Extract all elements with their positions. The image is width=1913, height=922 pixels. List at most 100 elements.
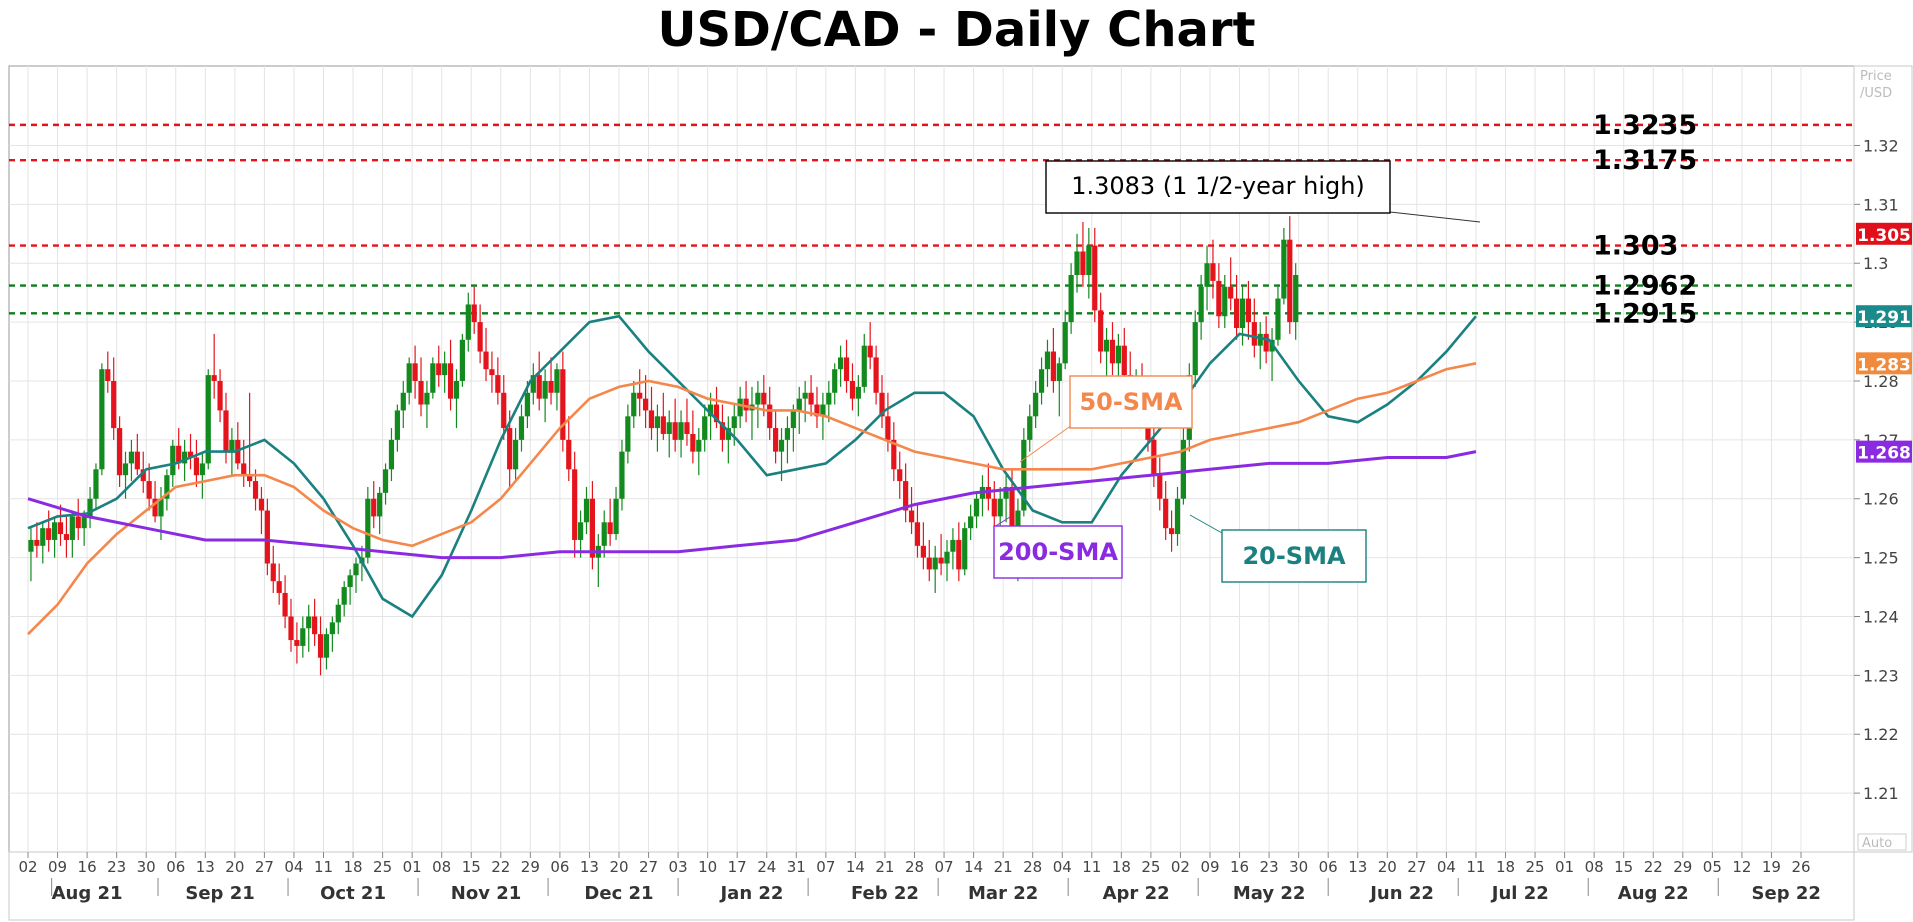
x-week-label: 21 (875, 858, 894, 876)
candle-body (1157, 475, 1163, 499)
x-week-label: 13 (580, 858, 599, 876)
candle-body (719, 422, 726, 440)
sma20-pointer (1189, 514, 1223, 534)
date-axis: 02 09 16 23 30 06 13 20 27 04 11 18 25 01 08 15 22 29 06 13… (18, 852, 1821, 904)
candle-body (601, 522, 607, 546)
candle-body (140, 469, 146, 482)
candle-body (459, 339, 465, 381)
candle-body (99, 369, 105, 470)
candle-body (371, 498, 377, 517)
candle-body (755, 392, 761, 405)
candle-body (193, 457, 200, 476)
candle-body (648, 410, 655, 429)
candle-body (802, 392, 808, 399)
x-week-label: 02 (1171, 858, 1190, 876)
candle-body (483, 351, 489, 370)
x-month-label: Nov 21 (451, 883, 521, 904)
candle-body (507, 428, 513, 470)
candle-body (838, 357, 844, 370)
candle-body (199, 463, 205, 476)
x-week-label: 06 (550, 858, 569, 876)
x-week-label: 15 (462, 858, 481, 876)
candle-body (637, 392, 643, 399)
x-week-label: 24 (757, 858, 776, 876)
high-annotation-box (1045, 160, 1391, 214)
candle-body (908, 510, 915, 523)
candle-body (294, 640, 300, 646)
candle-body (51, 522, 58, 540)
x-month-label: May 22 (1233, 883, 1306, 904)
candle-body (329, 622, 335, 635)
x-week-label: 09 (48, 858, 67, 876)
candle-body (1216, 280, 1222, 317)
candle-body (264, 510, 270, 564)
candle-body (808, 392, 814, 405)
sma50-pointer (1019, 424, 1073, 463)
x-week-label: 11 (1082, 858, 1101, 876)
price-axis-label: Price (1860, 69, 1892, 84)
candle-body (406, 363, 412, 393)
price-axis: 1.211.221.231.241.251.261.271.281.291.31… (1854, 69, 1907, 851)
candle-body (690, 433, 696, 452)
candle-body (229, 439, 235, 452)
candle-body (814, 404, 820, 417)
candle-body (158, 498, 164, 517)
x-week-label: 09 (1200, 858, 1219, 876)
candle-body (1092, 245, 1098, 311)
candle-body (855, 386, 861, 399)
x-week-label: 05 (1703, 858, 1722, 876)
x-week-label: 06 (166, 858, 185, 876)
candle-body (1115, 345, 1121, 364)
x-week-label: 27 (255, 858, 274, 876)
x-week-label: 08 (1585, 858, 1604, 876)
candle-body (796, 398, 802, 411)
candle-body (678, 422, 684, 440)
x-week-label: 04 (1437, 858, 1456, 876)
x-month-label: Aug 22 (1618, 883, 1689, 904)
candle-body (282, 592, 288, 617)
x-week-label: 25 (1526, 858, 1545, 876)
candle-body (388, 439, 395, 470)
candle-body (1163, 498, 1169, 529)
candle-body (713, 404, 720, 423)
candle-body (117, 428, 123, 476)
candle-body (512, 439, 519, 470)
candle-body (1198, 286, 1204, 323)
x-week-label: 16 (78, 858, 97, 876)
x-week-label: 01 (403, 858, 422, 876)
candle-body (258, 498, 265, 511)
candle-body (75, 516, 81, 529)
candle-body (335, 604, 341, 623)
x-week-label: 22 (491, 858, 510, 876)
x-week-label: 31 (787, 858, 806, 876)
candle-body (241, 463, 247, 476)
candle-body (1086, 245, 1092, 276)
candle-body (589, 498, 596, 558)
candle-body (471, 304, 477, 323)
candle-body (879, 392, 885, 417)
candle-body (654, 416, 661, 429)
candle-body (217, 380, 223, 411)
level-label: 1.2915 (1593, 298, 1697, 329)
candle-body (211, 375, 217, 381)
candle-body (542, 380, 548, 399)
candle-body (477, 322, 483, 352)
candle-body (1062, 322, 1068, 364)
y-tick-label: 1.21 (1863, 784, 1899, 803)
candle-body (1068, 275, 1074, 323)
candle-body (111, 380, 117, 429)
candle-body (270, 563, 276, 582)
candle-body (1228, 286, 1234, 299)
candle-body (187, 451, 194, 458)
y-tick-label: 1.3 (1863, 254, 1888, 273)
auto-scale-box[interactable] (1857, 833, 1907, 851)
candle-body (1168, 528, 1175, 535)
y-tick-label: 1.26 (1863, 490, 1899, 509)
candle-body (400, 392, 406, 411)
candle-body (767, 404, 773, 429)
x-week-label: 03 (669, 858, 688, 876)
candle-body (122, 463, 129, 476)
candle-body (1003, 486, 1009, 499)
price-badge (1856, 222, 1912, 245)
candle-body (625, 416, 631, 452)
